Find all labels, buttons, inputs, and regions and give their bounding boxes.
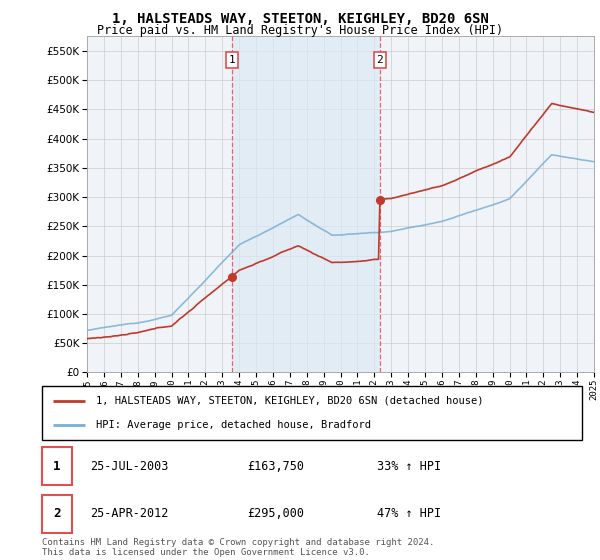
Text: 1, HALSTEADS WAY, STEETON, KEIGHLEY, BD20 6SN (detached house): 1, HALSTEADS WAY, STEETON, KEIGHLEY, BD2… — [96, 396, 484, 406]
Bar — [42, 495, 72, 533]
Bar — [42, 447, 72, 485]
Text: £163,750: £163,750 — [247, 460, 304, 473]
Text: 1: 1 — [53, 460, 61, 473]
Text: 25-APR-2012: 25-APR-2012 — [91, 507, 169, 520]
Bar — [232, 36, 380, 372]
Text: £295,000: £295,000 — [247, 507, 304, 520]
Text: 1, HALSTEADS WAY, STEETON, KEIGHLEY, BD20 6SN: 1, HALSTEADS WAY, STEETON, KEIGHLEY, BD2… — [112, 12, 488, 26]
Text: 1: 1 — [228, 55, 235, 65]
Text: 47% ↑ HPI: 47% ↑ HPI — [377, 507, 441, 520]
Text: 2: 2 — [376, 55, 383, 65]
Text: HPI: Average price, detached house, Bradford: HPI: Average price, detached house, Brad… — [96, 420, 371, 430]
Text: Price paid vs. HM Land Registry's House Price Index (HPI): Price paid vs. HM Land Registry's House … — [97, 24, 503, 36]
Text: 25-JUL-2003: 25-JUL-2003 — [91, 460, 169, 473]
Text: Contains HM Land Registry data © Crown copyright and database right 2024.
This d: Contains HM Land Registry data © Crown c… — [42, 538, 434, 557]
Text: 33% ↑ HPI: 33% ↑ HPI — [377, 460, 441, 473]
Text: 2: 2 — [53, 507, 61, 520]
